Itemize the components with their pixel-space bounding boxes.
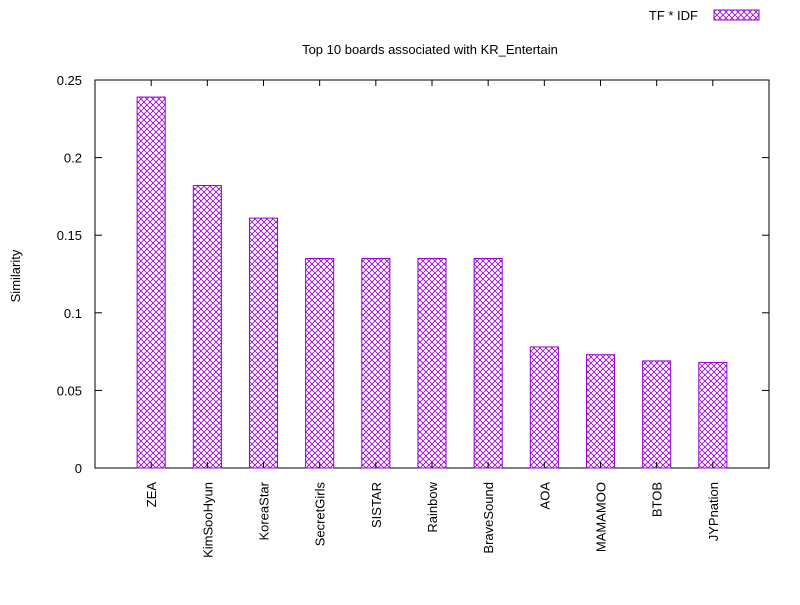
y-tick-label: 0: [75, 461, 82, 476]
x-tick-label: BraveSound: [481, 482, 496, 554]
bar-rainbow: [417, 257, 447, 469]
x-tick-label: Rainbow: [425, 481, 440, 532]
x-axis-ticks: ZEA KimSooHyun KoreaStar SecretGirls SISTAR R…: [144, 80, 721, 558]
x-tick-label: SISTAR: [369, 482, 384, 528]
bar-btob: [642, 360, 672, 469]
x-tick-label: MAMAMOO: [594, 482, 609, 552]
x-tick-label: BTOB: [650, 482, 665, 517]
bars: [136, 96, 728, 469]
y-tick-label: 0.2: [64, 151, 82, 166]
x-tick-label: KoreaStar: [257, 481, 272, 540]
bar-kimsoohyun: [192, 185, 222, 469]
bar-jypnation: [698, 361, 728, 469]
legend-label: TF * IDF: [649, 8, 698, 23]
x-tick-label: SecretGirls: [313, 482, 328, 547]
x-tick-label: KimSooHyun: [200, 482, 215, 558]
bar-zea: [136, 96, 166, 469]
legend-swatch: [713, 9, 760, 21]
y-tick-label: 0.15: [57, 228, 82, 243]
y-axis-ticks: 0 0.05 0.1 0.15 0.2 0.25: [57, 73, 769, 476]
y-axis-label: Similarity: [8, 249, 23, 302]
bar-koreastar: [248, 217, 279, 469]
bar-secretgirls: [305, 257, 335, 469]
bar-bravesound: [473, 257, 503, 469]
x-tick-label: ZEA: [144, 482, 159, 508]
x-tick-label: AOA: [537, 482, 552, 510]
bar-aoa: [529, 346, 559, 469]
bar-sistar: [361, 257, 391, 469]
x-tick-label: JYPnation: [706, 482, 721, 541]
bar-mamamoo: [585, 354, 616, 469]
y-tick-label: 0.1: [64, 306, 82, 321]
y-tick-label: 0.25: [57, 73, 82, 88]
legend: TF * IDF: [649, 8, 760, 23]
y-tick-label: 0.05: [57, 383, 82, 398]
chart-title: Top 10 boards associated with KR_Enterta…: [302, 42, 558, 57]
